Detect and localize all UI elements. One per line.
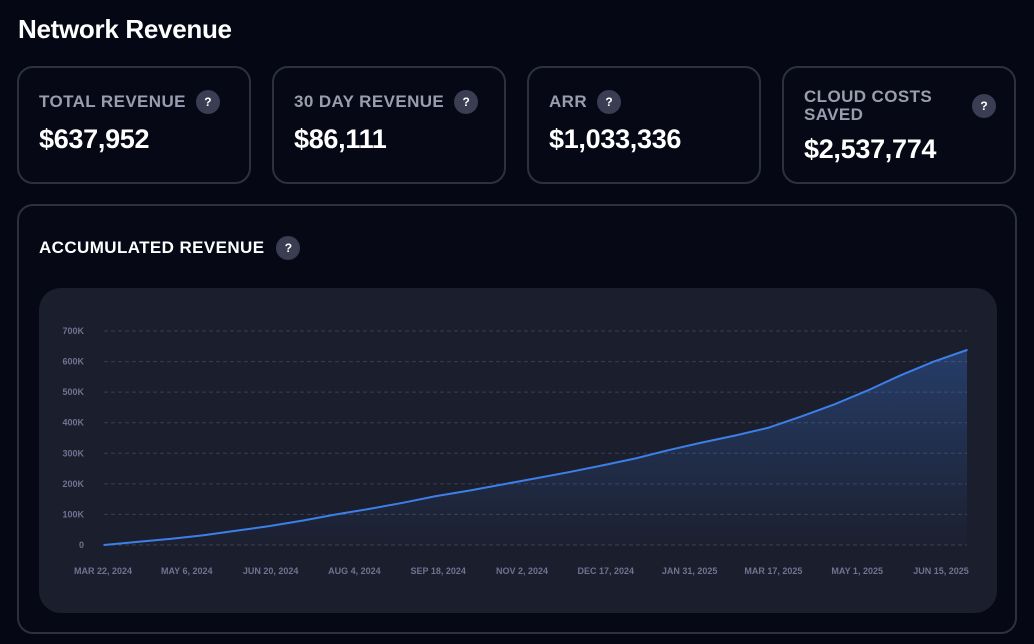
- x-tick-label: SEP 18, 2024: [411, 566, 466, 576]
- y-tick-label: 700K: [62, 326, 84, 336]
- stat-value: $86,111: [294, 124, 387, 154]
- data-point: [368, 508, 371, 510]
- area-fill: [104, 350, 967, 545]
- data-point: [269, 525, 271, 527]
- data-point: [501, 483, 504, 486]
- page-title: Network Revenue: [18, 14, 232, 44]
- data-point: [634, 457, 636, 460]
- data-point: [966, 349, 968, 351]
- data-point: [567, 471, 570, 474]
- stat-card-total-revenue: TOTAL REVENUE ? $637,952: [17, 66, 251, 184]
- data-point: [103, 544, 105, 546]
- y-tick-label: 100K: [62, 509, 84, 519]
- x-tick-label: DEC 17, 2024: [578, 566, 635, 576]
- data-point: [667, 449, 670, 452]
- y-tick-label: 200K: [62, 479, 84, 489]
- stat-label: TOTAL REVENUE: [39, 92, 186, 111]
- stat-label: 30 DAY REVENUE: [294, 92, 445, 111]
- data-point: [833, 403, 836, 406]
- data-point: [534, 477, 537, 480]
- data-point: [335, 513, 338, 516]
- question-icon[interactable]: ?: [454, 90, 479, 114]
- stat-value: $1,033,336: [549, 124, 682, 154]
- data-point: [800, 415, 802, 418]
- y-tick-label: 300K: [62, 448, 84, 458]
- data-point: [733, 434, 736, 437]
- stat-label: CLOUD COSTS SAVED: [804, 87, 933, 124]
- data-point: [700, 441, 703, 444]
- data-point: [401, 502, 404, 504]
- question-icon[interactable]: ?: [972, 94, 996, 118]
- chart-area: 0 100K 200K 300K 400K 500K 600K 700K MAR 22, 202…: [39, 288, 997, 613]
- stat-card-30-day-revenue: 30 DAY REVENUE ? $86,111: [272, 66, 506, 184]
- data-point: [169, 538, 172, 540]
- x-tick-label: NOV 2, 2024: [496, 566, 548, 576]
- stat-value: $2,537,774: [804, 134, 937, 164]
- x-tick-label: JUN 15, 2025: [913, 566, 969, 576]
- data-point: [767, 427, 769, 429]
- data-point: [468, 489, 470, 492]
- question-icon[interactable]: ?: [195, 90, 220, 114]
- question-icon[interactable]: ?: [597, 90, 622, 114]
- data-point: [601, 464, 603, 467]
- panel-title: ACCUMULATED REVENUE: [39, 238, 265, 257]
- data-point: [235, 529, 238, 532]
- data-point: [866, 389, 869, 392]
- x-tick-label: MAY 6, 2024: [161, 566, 213, 576]
- y-tick-label: 500K: [62, 387, 84, 397]
- data-point: [202, 534, 205, 537]
- data-point: [435, 495, 437, 497]
- data-point: [136, 541, 138, 543]
- y-tick-label: 600K: [62, 357, 84, 367]
- x-tick-label: MAR 17, 2025: [744, 566, 802, 576]
- accumulated-revenue-chart[interactable]: 0 100K 200K 300K 400K 500K 600K 700K MAR 22, 202…: [39, 288, 997, 613]
- x-tick-label: JUN 20, 2024: [243, 566, 299, 576]
- stat-card-cloud-costs-saved: CLOUD COSTS SAVED ? $2,537,774: [782, 66, 1016, 184]
- data-point: [302, 519, 304, 522]
- question-icon[interactable]: ?: [276, 236, 301, 260]
- data-point: [899, 374, 902, 377]
- stat-label: ARR: [549, 92, 588, 111]
- stat-value: $637,952: [39, 124, 150, 154]
- x-tick-label: MAR 22, 2024: [74, 566, 132, 576]
- x-tick-label: JAN 31, 2025: [662, 566, 718, 576]
- stat-card-arr: ARR ? $1,033,336: [527, 66, 761, 184]
- accumulated-revenue-panel: ACCUMULATED REVENUE ? 0 100K 200K 300K 400K 5…: [17, 204, 1017, 634]
- data-point: [933, 360, 935, 363]
- y-tick-label: 0: [79, 540, 84, 550]
- x-tick-label: AUG 4, 2024: [328, 566, 381, 576]
- y-tick-label: 400K: [62, 418, 84, 428]
- x-tick-label: MAY 1, 2025: [831, 566, 883, 576]
